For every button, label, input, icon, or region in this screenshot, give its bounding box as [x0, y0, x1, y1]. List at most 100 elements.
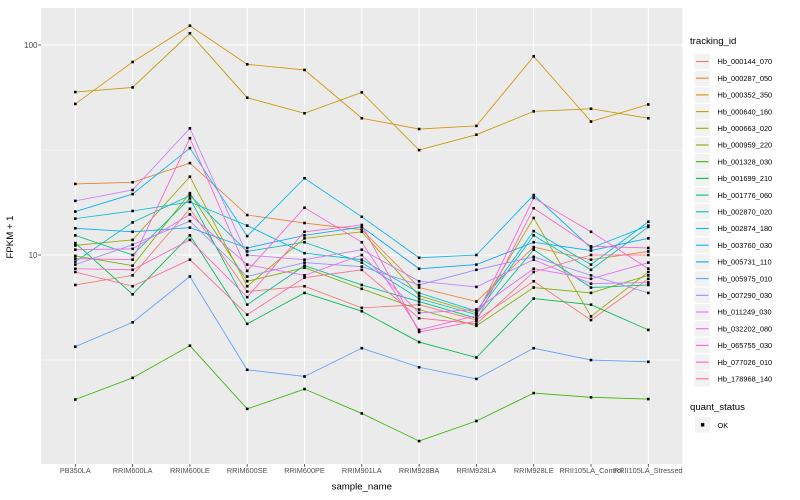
point-marker [475, 356, 478, 359]
point-marker [647, 397, 650, 401]
point-marker [589, 358, 593, 362]
point-marker [417, 439, 421, 443]
point-marker [360, 248, 364, 251]
point-marker [74, 102, 77, 106]
point-marker [532, 240, 535, 244]
point-marker [131, 180, 134, 184]
point-marker [647, 283, 650, 287]
point-marker [245, 269, 249, 273]
point-marker [360, 91, 364, 94]
point-marker [74, 227, 77, 230]
point-marker [303, 387, 306, 391]
point-marker [417, 294, 421, 298]
point-marker [188, 127, 192, 130]
legend-title: tracking_id [690, 36, 736, 47]
point-marker [74, 217, 77, 220]
point-marker [360, 215, 364, 219]
point-marker [417, 300, 421, 303]
point-marker [532, 255, 535, 259]
point-marker [417, 303, 421, 306]
point-marker [303, 230, 306, 234]
point-marker [131, 209, 134, 213]
point-marker [475, 316, 478, 320]
legend-label-Hb_000663_020: Hb_000663_020 [718, 124, 773, 133]
point-marker [532, 234, 535, 237]
point-marker [532, 55, 535, 58]
legend-label-Hb_002870_020: Hb_002870_020 [718, 208, 773, 217]
point-marker [245, 63, 249, 66]
point-marker [417, 291, 421, 295]
point-marker [303, 237, 306, 240]
point-marker [417, 283, 421, 287]
point-marker [360, 283, 364, 287]
point-marker [360, 268, 364, 272]
point-marker [360, 258, 364, 261]
point-marker [245, 295, 249, 299]
x-tick-label: RRIM928LA [457, 466, 497, 475]
point-marker [647, 328, 650, 332]
legend-label-Hb_003760_030: Hb_003760_030 [718, 241, 773, 250]
point-marker [245, 246, 249, 250]
point-marker [74, 244, 77, 247]
point-marker [647, 281, 650, 284]
point-marker [245, 96, 249, 100]
x-tick-label: RRIM600LA [113, 466, 153, 475]
point-marker [131, 292, 134, 296]
point-marker [360, 261, 364, 264]
point-marker [360, 253, 364, 257]
point-marker [647, 220, 650, 224]
point-marker [475, 319, 478, 323]
point-marker [532, 245, 535, 249]
quant-legend-title: quant_status [690, 402, 745, 413]
point-marker [417, 316, 421, 320]
x-tick-label: RRII105LA_Stressed [614, 466, 683, 475]
point-marker [532, 248, 535, 251]
point-marker [647, 225, 650, 229]
gridlines [41, 8, 683, 464]
point-marker [74, 210, 77, 213]
point-marker [589, 286, 593, 289]
point-marker [74, 182, 77, 186]
point-marker [74, 345, 77, 348]
legend-label-Hb_001699_210: Hb_001699_210 [718, 174, 773, 183]
point-marker [131, 243, 134, 246]
point-marker [245, 234, 249, 238]
point-marker [417, 328, 421, 332]
point-marker [74, 283, 77, 287]
point-marker [589, 120, 593, 123]
point-marker [475, 268, 478, 272]
point-marker [475, 314, 478, 317]
point-marker [589, 268, 593, 272]
point-marker [475, 300, 478, 303]
point-marker [417, 286, 421, 289]
point-marker [131, 188, 134, 192]
point-marker [188, 207, 192, 211]
point-marker [188, 197, 192, 200]
point-marker [131, 253, 134, 257]
point-marker [360, 346, 364, 350]
point-marker [417, 127, 421, 131]
point-marker [74, 254, 77, 258]
point-marker [245, 290, 249, 293]
point-marker [360, 306, 364, 310]
legend-label-Hb_007290_030: Hb_007290_030 [718, 291, 773, 300]
point-marker [303, 221, 306, 225]
point-marker [475, 311, 478, 315]
point-marker [188, 194, 192, 197]
point-marker [360, 116, 364, 120]
point-marker [303, 68, 306, 72]
point-marker [475, 419, 478, 423]
point-marker [131, 86, 134, 89]
point-marker [532, 267, 535, 271]
point-marker [131, 192, 134, 196]
point-marker [475, 285, 478, 289]
point-marker [131, 268, 134, 272]
point-marker [188, 344, 192, 347]
ok-square-marker-icon [700, 423, 705, 427]
point-marker [245, 284, 249, 288]
point-marker [303, 274, 306, 277]
point-marker [131, 60, 134, 64]
point-marker [647, 237, 650, 240]
